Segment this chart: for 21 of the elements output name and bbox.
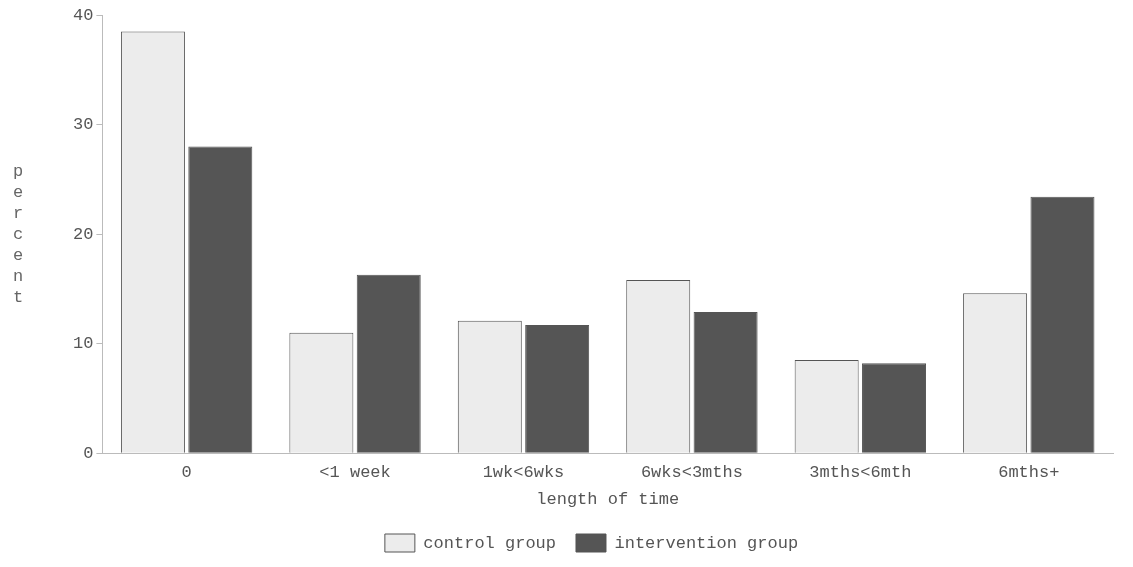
bar [525,325,590,453]
y-tick-label: 10 [73,334,94,354]
bar [693,311,758,453]
bar [862,363,927,453]
bar [1030,196,1095,453]
y-axis-title: percent [12,161,24,307]
bar [356,274,421,453]
y-tick-label: 40 [73,5,94,25]
x-tick-label: 1wk<6wks [482,462,565,482]
y-tick-label: 0 [83,443,94,463]
y-tick-label: 30 [73,115,94,135]
x-tick-label: 6mths+ [998,462,1060,482]
x-tick-label: <1 week [319,462,391,482]
x-tick-label: 0 [181,462,192,482]
x-tick-label: 3mths<6mth [809,462,912,482]
bar [188,146,253,453]
legend-label: intervention group [614,533,799,553]
legend-label: control group [423,533,556,553]
x-axis-title: length of time [536,490,680,510]
y-tick-label: 20 [73,224,94,244]
x-tick-label: 6wks<3mths [640,462,743,482]
